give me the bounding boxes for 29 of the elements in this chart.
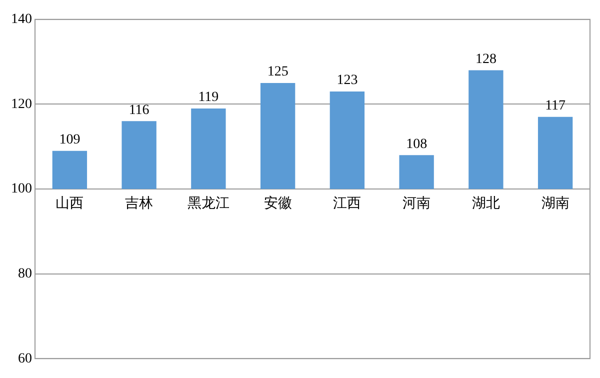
x-tick-label: 湖北 xyxy=(472,196,500,212)
bar xyxy=(330,91,365,189)
y-tick-label: 120 xyxy=(11,96,32,112)
bar xyxy=(538,116,573,189)
x-tick-label: 河南 xyxy=(402,196,431,212)
bar xyxy=(52,150,88,189)
data-label: 123 xyxy=(336,73,358,88)
x-tick-label: 江西 xyxy=(333,196,362,212)
data-label: 116 xyxy=(128,102,150,118)
data-label: 109 xyxy=(59,132,80,148)
data-label: 117 xyxy=(545,98,566,114)
x-tick-label: 山西 xyxy=(56,196,84,212)
data-label: 128 xyxy=(475,52,496,67)
y-tick-label: 80 xyxy=(18,266,32,282)
x-tick-label: 黑龙江 xyxy=(187,196,230,212)
bar xyxy=(191,108,226,189)
x-tick-label: 吉林 xyxy=(125,196,154,212)
x-tick-label: 湖南 xyxy=(541,196,570,212)
x-tick-label: 安徽 xyxy=(264,196,292,212)
y-tick-label: 140 xyxy=(11,12,32,28)
bar xyxy=(399,155,434,189)
data-label: 119 xyxy=(198,90,219,106)
data-label: 108 xyxy=(406,136,428,152)
bar xyxy=(260,83,296,189)
bar xyxy=(122,121,156,189)
y-tick-label: 60 xyxy=(18,351,32,366)
data-label: 125 xyxy=(267,64,288,80)
y-tick-label: 100 xyxy=(11,182,32,197)
bar xyxy=(468,70,504,189)
